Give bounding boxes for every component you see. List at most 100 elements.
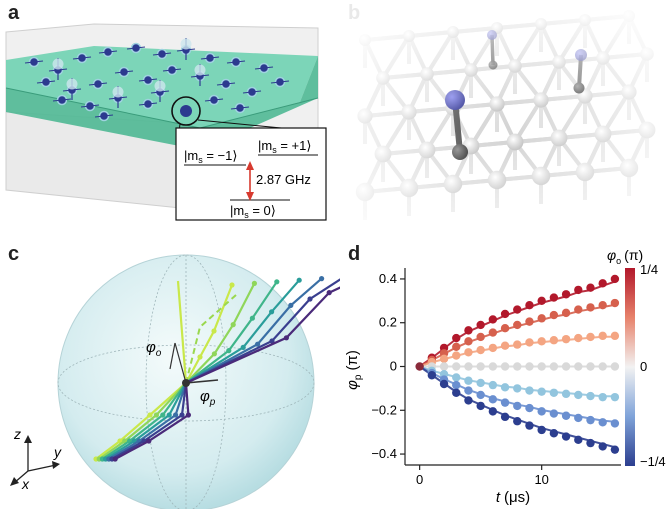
- data-point: [488, 395, 498, 404]
- data-point: [586, 303, 595, 312]
- nv-centers: [24, 38, 290, 122]
- panel-b-lattice: [345, 0, 667, 240]
- phi-p-label: φp: [200, 388, 216, 408]
- data-point: [610, 274, 620, 284]
- x-axis-label: x: [21, 476, 30, 492]
- data-point: [537, 337, 546, 346]
- data-point: [476, 390, 485, 400]
- data-point: [500, 341, 510, 350]
- data-point: [525, 403, 534, 413]
- data-point: [561, 308, 571, 318]
- level-zero-label: |ms = 0⟩: [230, 203, 276, 220]
- data-point: [452, 333, 461, 343]
- sphere-center: [182, 379, 190, 387]
- data-point: [488, 343, 498, 353]
- y-tick-label: 0: [390, 359, 397, 374]
- level-plus-label: |ms = +1⟩: [258, 138, 311, 155]
- data-point: [549, 293, 559, 302]
- data-point: [537, 407, 546, 416]
- data-point: [610, 392, 620, 402]
- data-point: [561, 389, 571, 399]
- data-point: [598, 418, 607, 427]
- data-point: [525, 362, 534, 371]
- colorbar-label-mid: 0: [640, 359, 647, 374]
- data-point: [574, 390, 583, 400]
- diamond-slab-side: [6, 56, 318, 150]
- data-point: [561, 432, 571, 441]
- data-point: [537, 362, 546, 371]
- data-point: [427, 371, 437, 380]
- data-point: [549, 310, 559, 320]
- meridian: [145, 254, 227, 509]
- data-point: [476, 362, 485, 371]
- data-point: [452, 351, 461, 360]
- colorbar-label-top: 1/4: [640, 262, 658, 277]
- data-point: [500, 309, 510, 319]
- data-point: [452, 373, 461, 382]
- data-point: [500, 323, 510, 333]
- highlight-circle: [171, 96, 201, 126]
- data-point: [452, 380, 461, 390]
- data-point: [561, 362, 571, 371]
- data-point: [586, 391, 595, 401]
- panel-c-bloch-sphere: φo φp z y x: [10, 254, 340, 509]
- data-point: [500, 362, 510, 371]
- data-point: [549, 336, 559, 345]
- data-point: [488, 315, 498, 324]
- data-point: [513, 384, 522, 393]
- energy-level-inset: [175, 127, 327, 221]
- data-point: [598, 442, 607, 451]
- data-point: [513, 417, 522, 426]
- data-point: [464, 376, 473, 385]
- y-tick-label: 0.2: [379, 315, 397, 330]
- data-point: [598, 331, 607, 341]
- data-point: [525, 421, 534, 430]
- panel-letter-a: a: [8, 2, 20, 24]
- data-point: [439, 354, 449, 364]
- x-tick-label: 10: [534, 472, 548, 487]
- data-point: [598, 301, 607, 310]
- phi-o-label: φo: [146, 339, 162, 359]
- data-point: [464, 396, 473, 405]
- data-point: [610, 445, 620, 454]
- data-point: [513, 340, 522, 349]
- data-point: [610, 298, 620, 308]
- data-point: [610, 362, 620, 371]
- data-point: [464, 326, 473, 335]
- data-point: [537, 425, 546, 435]
- data-point: [561, 411, 571, 420]
- data-point: [574, 435, 583, 445]
- data-point: [561, 334, 571, 344]
- data-point: [586, 438, 595, 448]
- data-point: [525, 386, 534, 395]
- data-point: [598, 362, 607, 371]
- y-axis-label: y: [53, 444, 62, 460]
- data-point: [476, 378, 485, 388]
- data-point: [513, 320, 522, 330]
- data-point: [574, 333, 583, 343]
- data-point: [549, 429, 559, 438]
- data-point: [586, 332, 595, 342]
- data-point: [452, 342, 461, 351]
- data-point: [488, 380, 498, 390]
- panel-a-diagram: |ms = −1⟩ |ms = +1⟩ |ms = 0⟩ 2.87 GHz: [5, 23, 327, 221]
- data-point: [561, 290, 571, 299]
- data-point: [525, 317, 534, 326]
- panel-d-chart: 0.4 0.2 0 −0.2 −0.4 0 10 φp(π) t (μs) φo (π) 1/…: [345, 247, 666, 506]
- panel-letter-c: c: [8, 243, 20, 265]
- data-point: [574, 285, 583, 295]
- data-point: [464, 386, 473, 395]
- y-ticks: 0.4 0.2 0 −0.2 −0.4: [371, 271, 405, 461]
- data-point: [500, 383, 510, 392]
- data-point: [476, 320, 485, 330]
- data-point: [439, 362, 449, 371]
- data-point: [525, 301, 534, 310]
- data-point: [598, 392, 607, 402]
- axes-triad: z y x: [10, 426, 62, 492]
- colorbar-label-bottom: −1/4: [640, 454, 666, 469]
- data-point: [452, 362, 461, 371]
- data-point: [488, 362, 498, 371]
- data-point: [586, 283, 595, 292]
- data-point: [537, 387, 546, 396]
- data-point: [549, 362, 559, 371]
